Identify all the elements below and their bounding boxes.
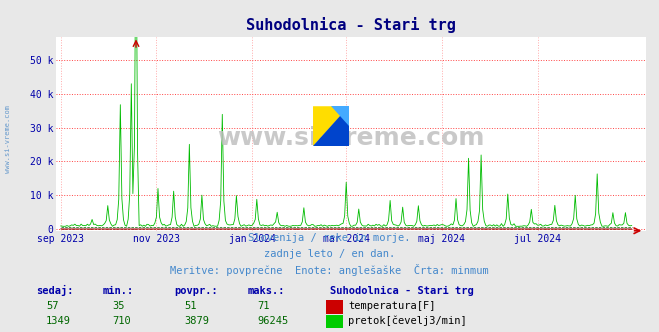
Title: Suhodolnica - Stari trg: Suhodolnica - Stari trg	[246, 17, 456, 33]
Text: 71: 71	[257, 301, 270, 311]
Text: 1349: 1349	[46, 316, 71, 326]
Text: pretok[čevelj3/min]: pretok[čevelj3/min]	[348, 315, 467, 326]
Text: temperatura[F]: temperatura[F]	[348, 301, 436, 311]
Text: 96245: 96245	[257, 316, 288, 326]
Polygon shape	[313, 106, 349, 146]
Text: www.si-vreme.com: www.si-vreme.com	[5, 106, 11, 173]
Text: 51: 51	[185, 301, 197, 311]
Text: 3879: 3879	[185, 316, 210, 326]
Text: Suhodolnica - Stari trg: Suhodolnica - Stari trg	[330, 286, 473, 296]
Text: min.:: min.:	[102, 286, 133, 296]
Text: Meritve: povprečne  Enote: anglešaške  Črta: minmum: Meritve: povprečne Enote: anglešaške Črt…	[170, 264, 489, 276]
Text: Slovenija / reke in morje.: Slovenija / reke in morje.	[248, 233, 411, 243]
Text: maks.:: maks.:	[247, 286, 285, 296]
Polygon shape	[331, 106, 349, 126]
Text: povpr.:: povpr.:	[175, 286, 218, 296]
Text: 710: 710	[112, 316, 130, 326]
Text: sedaj:: sedaj:	[36, 285, 74, 296]
Text: 35: 35	[112, 301, 125, 311]
Text: zadnje leto / en dan.: zadnje leto / en dan.	[264, 249, 395, 259]
Text: www.si-vreme.com: www.si-vreme.com	[217, 125, 484, 149]
Text: 57: 57	[46, 301, 59, 311]
Polygon shape	[313, 106, 349, 146]
